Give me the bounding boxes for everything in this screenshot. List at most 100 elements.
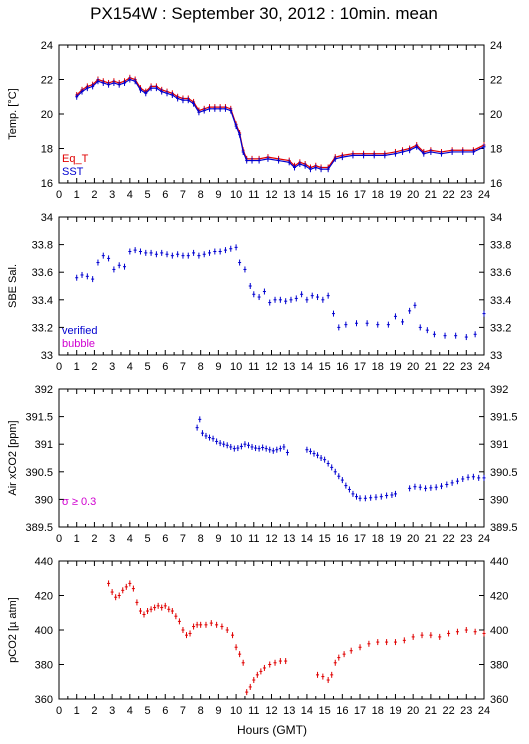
y-tick-label: 390 — [35, 494, 53, 506]
x-tick-label: 19 — [389, 533, 401, 545]
x-tick-label: 7 — [180, 361, 186, 373]
x-tick-label: 16 — [336, 361, 348, 373]
legend-label: SST — [62, 166, 84, 178]
annotation: σ ≥ 0.3 — [62, 496, 96, 508]
y-tick-label: 390.5 — [25, 467, 53, 479]
legend-label: verified — [62, 325, 97, 337]
y-tick-label-right: 380 — [490, 660, 508, 672]
panel-3: 0 1 2 3 4 5 6 7 8 9 10 11 12 13 14 15 16 17 18 19 20 21 22 23 24… — [7, 384, 518, 545]
x-tick-label: 20 — [407, 189, 419, 201]
x-tick-label: 11 — [248, 705, 259, 717]
y-axis-label: Air xCO2 [ppm] — [7, 420, 19, 495]
x-tick-label: 6 — [162, 361, 168, 373]
x-tick-label: 4 — [127, 705, 133, 717]
x-tick-label: 1 — [74, 705, 80, 717]
y-tick-label-right: 33 — [490, 350, 502, 362]
y-tick-label: 33.8 — [32, 240, 53, 252]
y-tick-label: 440 — [35, 556, 53, 568]
x-tick-label: 21 — [425, 361, 437, 373]
y-tick-label-right: 390.5 — [490, 467, 518, 479]
y-tick-label-right: 20 — [490, 109, 502, 121]
x-tick-label: 14 — [301, 533, 313, 545]
x-tick-label: 22 — [442, 361, 454, 373]
y-tick-label-right: 33.2 — [490, 322, 511, 334]
x-tick-label: 13 — [283, 189, 295, 201]
x-tick-label: 14 — [301, 705, 313, 717]
x-tick-label: 19 — [389, 705, 401, 717]
x-tick-label: 4 — [127, 533, 133, 545]
x-tick-label: 14 — [301, 361, 313, 373]
series-panel3 — [195, 416, 486, 502]
y-tick-label-right: 360 — [490, 694, 508, 706]
y-tick-label: 20 — [41, 109, 53, 121]
x-tick-label: 6 — [162, 533, 168, 545]
x-tick-label: 17 — [354, 189, 366, 201]
legend-label: Eq_T — [62, 153, 89, 165]
y-tick-label-right: 33.6 — [490, 267, 511, 279]
x-tick-label: 9 — [215, 361, 221, 373]
panel-1: 0 1 2 3 4 5 6 7 8 9 10 11 12 13 14 15 16 17 18 19 20 21 22 23 24… — [7, 40, 502, 201]
plot-frame — [58, 216, 485, 356]
plot-frame — [58, 388, 485, 528]
y-tick-label: 360 — [35, 694, 53, 706]
x-tick-label: 18 — [372, 361, 384, 373]
y-tick-label-right: 34 — [490, 212, 502, 224]
x-tick-label: 21 — [425, 705, 437, 717]
y-tick-label: 380 — [35, 660, 53, 672]
y-tick-label-right: 16 — [490, 178, 502, 190]
y-axis-label: SBE Sal. — [7, 264, 19, 308]
x-tick-label: 15 — [319, 705, 331, 717]
x-tick-label: 21 — [425, 189, 437, 201]
y-tick-label-right: 24 — [490, 40, 502, 52]
y-tick-label-right: 389.5 — [490, 522, 518, 534]
x-tick-label: 16 — [336, 189, 348, 201]
x-tick-label: 7 — [180, 189, 186, 201]
x-tick-label: 10 — [230, 189, 242, 201]
y-tick-label: 33.6 — [32, 267, 53, 279]
x-tick-label: 19 — [389, 189, 401, 201]
x-tick-label: 20 — [407, 705, 419, 717]
panel-2: 0 1 2 3 4 5 6 7 8 9 10 11 12 13 14 15 16 17 18 19 20 21 22 23 24… — [7, 212, 511, 373]
x-tick-label: 5 — [144, 705, 150, 717]
y-tick-label: 16 — [41, 178, 53, 190]
x-tick-label: 13 — [283, 533, 295, 545]
x-tick-label: 22 — [442, 705, 454, 717]
y-tick-label-right: 33.8 — [490, 240, 511, 252]
x-tick-label: 9 — [215, 533, 221, 545]
y-tick-label: 33 — [41, 350, 53, 362]
y-tick-label: 18 — [41, 144, 53, 156]
x-tick-label: 8 — [198, 533, 204, 545]
x-tick-label: 5 — [144, 189, 150, 201]
y-axis-label: pCO2 [µ atm] — [7, 597, 19, 663]
x-tick-label: 2 — [91, 705, 97, 717]
x-tick-label: 6 — [162, 189, 168, 201]
y-tick-label: 33.4 — [32, 295, 53, 307]
y-tick-label: 22 — [41, 75, 53, 87]
series-panel4 — [107, 580, 486, 696]
x-tick-label: 1 — [74, 361, 80, 373]
y-tick-label-right: 391 — [490, 439, 508, 451]
x-tick-label: 18 — [372, 533, 384, 545]
x-tick-label: 8 — [198, 361, 204, 373]
y-tick-label: 34 — [41, 212, 53, 224]
x-tick-label: 8 — [198, 189, 204, 201]
plot-frame — [58, 560, 485, 700]
x-tick-label: 24 — [478, 189, 490, 201]
x-tick-label: 2 — [91, 189, 97, 201]
x-tick-label: 5 — [144, 533, 150, 545]
x-tick-label: 15 — [319, 533, 331, 545]
x-tick-label: 24 — [478, 533, 490, 545]
y-tick-label: 400 — [35, 625, 53, 637]
x-tick-label: 10 — [230, 361, 242, 373]
y-tick-label: 391.5 — [25, 412, 53, 424]
x-tick-label: 5 — [144, 361, 150, 373]
x-tick-label: 11 — [248, 533, 259, 545]
x-tick-label: 13 — [283, 705, 295, 717]
x-tick-label: 15 — [319, 189, 331, 201]
series-verified — [75, 244, 486, 341]
x-tick-label: 22 — [442, 189, 454, 201]
series-line — [76, 78, 485, 170]
y-tick-label-right: 390 — [490, 494, 508, 506]
x-tick-label: 1 — [74, 189, 80, 201]
x-tick-label: 13 — [283, 361, 295, 373]
